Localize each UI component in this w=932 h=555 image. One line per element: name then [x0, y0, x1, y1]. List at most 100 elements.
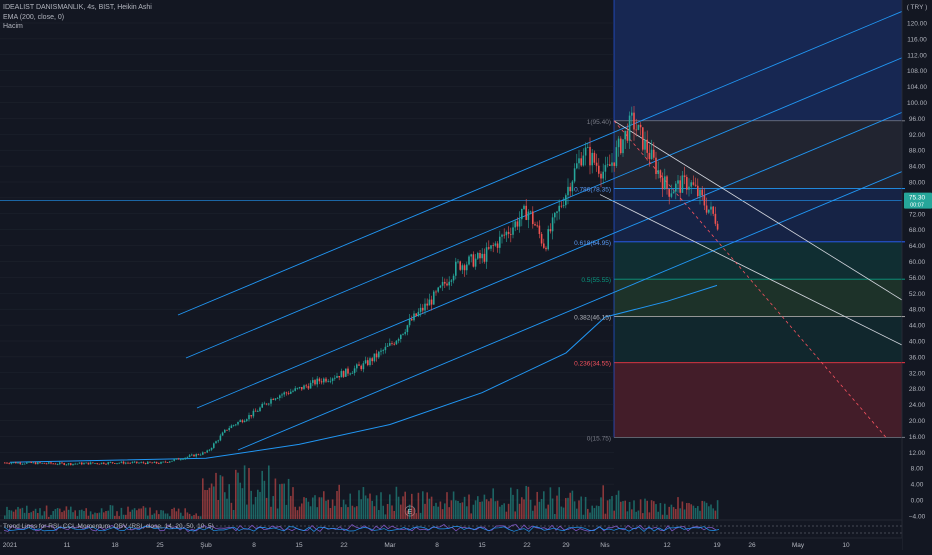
candle	[516, 221, 519, 227]
candle	[569, 186, 571, 192]
volume-bar	[351, 505, 354, 519]
candle	[149, 461, 151, 463]
volume-bar	[94, 512, 96, 519]
candle	[136, 461, 138, 463]
volume-bar	[468, 494, 470, 519]
candle	[631, 112, 633, 116]
volume-bar	[558, 487, 560, 519]
volume-bar	[360, 499, 362, 519]
time-axis[interactable]: 2021 11 18 25 Şub 8 15 22 Mar 8 15 22 29 Nis 12 19 26 May…	[0, 537, 902, 550]
price-tick-label: 64.00	[909, 243, 926, 250]
volume-bar	[87, 515, 90, 519]
candle	[635, 129, 637, 131]
volume-bar	[628, 501, 631, 519]
volume-bar	[34, 508, 37, 519]
volume-bar	[301, 503, 303, 519]
candle	[100, 462, 103, 464]
candle	[604, 165, 607, 172]
candle	[281, 394, 283, 396]
volume-bar	[292, 487, 294, 519]
volume-bar	[615, 494, 618, 519]
candle	[125, 462, 127, 464]
candle	[261, 403, 263, 408]
fibonacci-retracement[interactable]	[613, 0, 902, 438]
candle	[41, 462, 43, 464]
candle	[131, 462, 134, 463]
candle	[30, 461, 32, 463]
candle	[83, 463, 85, 465]
volume-bar	[529, 499, 532, 519]
volume-bar	[369, 493, 371, 519]
fib-zone	[614, 279, 902, 317]
price-axis[interactable]: ( TRY ) 120.00 116.00 112.00 108.00 104.00 100…	[901, 0, 932, 550]
price-tick-label: 12.00	[909, 450, 926, 457]
volume-bar	[492, 488, 494, 519]
volume-bar	[650, 500, 653, 519]
candle	[298, 387, 301, 388]
volume-bar	[413, 508, 415, 519]
last-price-value: 75.30	[909, 195, 926, 202]
time-tick-label: Şub	[200, 542, 212, 549]
candle	[437, 287, 439, 292]
candle	[32, 462, 35, 464]
volume-bar	[419, 512, 422, 519]
candle	[254, 410, 257, 412]
candle	[512, 227, 514, 235]
candle	[210, 447, 213, 450]
pitchfork-channel[interactable]	[0, 10, 903, 451]
candle	[461, 265, 464, 270]
symbol-title[interactable]: IDEALIST DANISMANLIK, 4s, BIST, Heikin A…	[3, 4, 152, 11]
volume-bar	[637, 510, 640, 519]
candle	[483, 253, 486, 262]
candle	[589, 146, 591, 166]
volume-bar	[85, 508, 87, 519]
candle	[213, 443, 215, 448]
candle	[133, 461, 136, 463]
candle	[494, 243, 497, 246]
volume-bar	[56, 508, 59, 519]
candle	[89, 462, 92, 465]
volume-bar	[265, 497, 268, 519]
time-tick-label: 29	[562, 542, 570, 549]
volume-bar	[257, 489, 259, 519]
volume-bar	[23, 512, 26, 519]
candle	[345, 368, 347, 377]
volume-bar	[367, 498, 369, 519]
volume-bar	[8, 510, 10, 519]
candle	[699, 189, 701, 197]
volume-bar	[611, 496, 613, 519]
candle	[672, 191, 675, 194]
candle	[558, 205, 560, 212]
fib-level-label: 0.786(78.35)	[574, 187, 611, 194]
candle	[397, 339, 400, 341]
volume-bar	[28, 512, 30, 519]
volume-bar	[406, 510, 409, 519]
candle	[714, 213, 717, 224]
candle	[532, 211, 534, 225]
volume-bar	[263, 480, 266, 519]
candle	[184, 457, 186, 460]
fib-zone	[614, 362, 902, 438]
ema-legend[interactable]: EMA (200, close, 0)	[3, 13, 65, 21]
volume-bar	[142, 506, 145, 519]
candle	[424, 303, 426, 311]
candle	[415, 313, 417, 316]
volume-bar	[672, 507, 675, 519]
candle	[87, 462, 90, 465]
candle	[349, 373, 351, 375]
volume-bar	[228, 484, 230, 519]
candle	[56, 464, 59, 465]
oscillator-pane	[0, 519, 902, 538]
candle	[573, 168, 576, 182]
oscillator-label[interactable]: Trend Lines for RSI, CCI, Momentum, OBV …	[3, 523, 214, 530]
volume-bar	[353, 507, 356, 519]
volume-legend[interactable]: Hacim	[3, 23, 23, 30]
candle	[540, 233, 543, 244]
candles[interactable]: E	[4, 105, 719, 517]
volume-bar	[118, 516, 120, 519]
volume-bar	[677, 497, 679, 519]
volume-bar	[587, 508, 589, 519]
volume-bar	[226, 498, 228, 519]
